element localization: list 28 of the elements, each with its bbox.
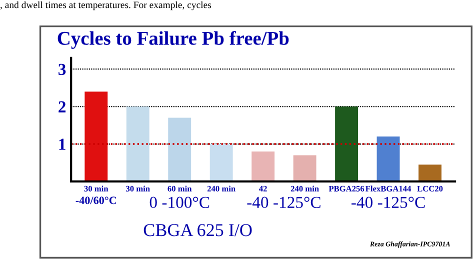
bar	[84, 92, 108, 182]
x-tick-label: PBGA256	[328, 186, 364, 192]
bar	[293, 155, 316, 182]
x-tick-label: FlexBGA144	[365, 186, 412, 192]
bar	[376, 136, 400, 182]
text: , and dwell times at temperatures. For example, cycles	[0, 1, 212, 10]
text: -40/60°C	[76, 196, 116, 204]
bar	[210, 144, 233, 182]
y-tick-label: 2	[58, 101, 66, 112]
bar	[335, 106, 358, 182]
x-tick-label: 240 min	[207, 186, 236, 192]
x-tick-label: 30 min	[84, 186, 108, 192]
x-tick-label: LCC20	[417, 186, 443, 192]
text: 0 -100°C	[150, 196, 210, 208]
x-tick-label: 240 min	[290, 186, 319, 192]
x-axis-title: CBGA 625 I/O	[144, 224, 252, 236]
y-tick-label: 3	[58, 64, 66, 76]
bar	[126, 106, 150, 182]
y-tick-label: 1	[59, 138, 66, 150]
x-tick-label: 30 min	[126, 186, 150, 192]
bar	[168, 118, 192, 182]
x-tick-label: 60 min	[168, 186, 192, 192]
bar	[418, 164, 442, 182]
chart-title: Cycles to Failure Pb free/Pb	[58, 31, 289, 49]
text: -40 -125°C	[352, 196, 425, 208]
x-tick-label: 42	[259, 186, 267, 192]
bar	[252, 152, 275, 182]
text: -40 -125°C	[247, 196, 320, 208]
